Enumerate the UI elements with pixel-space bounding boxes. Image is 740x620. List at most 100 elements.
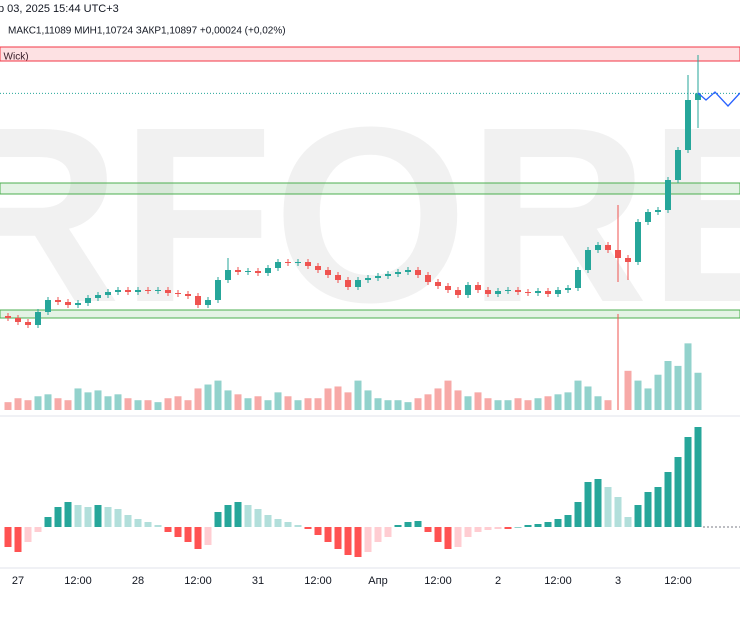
candle-body	[585, 250, 591, 270]
histogram-bar	[354, 527, 362, 557]
histogram-bar	[564, 515, 572, 527]
candle-body	[425, 275, 431, 282]
histogram-bar	[54, 507, 62, 527]
histogram-bar	[234, 502, 242, 527]
histogram-bar	[614, 497, 622, 527]
volume-bar	[124, 398, 132, 410]
volume-bar	[304, 398, 312, 410]
candle-body	[25, 322, 31, 325]
histogram-bar	[584, 482, 592, 527]
histogram-bar	[314, 527, 322, 535]
candle-body	[135, 290, 141, 292]
volume-bar	[234, 394, 242, 410]
volume-bar	[484, 398, 492, 410]
volume-bar	[84, 392, 92, 410]
candle-body	[275, 262, 281, 268]
volume-bar	[144, 400, 152, 410]
candle-body	[465, 285, 471, 295]
histogram-bar	[404, 522, 412, 527]
candle-body	[285, 262, 291, 263]
candle-body	[565, 288, 571, 290]
volume-bar	[694, 372, 702, 410]
candle-body	[405, 270, 411, 272]
x-tick-label: 12:00	[664, 575, 692, 587]
volume-bar	[514, 398, 522, 410]
volume-bar	[224, 390, 232, 410]
candle-body	[625, 258, 631, 262]
volume-bar	[414, 398, 422, 410]
histogram-bar	[544, 522, 552, 527]
x-tick-label: 28	[132, 575, 144, 587]
histogram-bar	[324, 527, 332, 542]
volume-bar	[94, 390, 102, 410]
volume-bar	[334, 386, 342, 410]
candle-body	[305, 262, 311, 266]
candle-body	[75, 303, 81, 305]
histogram-bar	[114, 509, 122, 527]
candle-body	[555, 290, 561, 294]
candle-body	[415, 270, 421, 275]
candle-body	[35, 312, 41, 325]
candle-body	[395, 272, 401, 274]
histogram-bar	[524, 525, 532, 527]
volume-bar	[24, 400, 32, 410]
candle-body	[445, 286, 451, 290]
histogram-bar	[414, 521, 422, 527]
candle-body	[15, 318, 21, 322]
volume-bar	[204, 384, 212, 410]
histogram-bar	[204, 527, 212, 545]
volume-bar	[674, 365, 682, 410]
candle-body	[355, 280, 361, 287]
volume-bar	[424, 394, 432, 410]
volume-bar	[104, 396, 112, 410]
histogram-bar	[184, 527, 192, 542]
volume-bar	[214, 380, 222, 410]
volume-bar	[434, 388, 442, 410]
volume-bar	[624, 370, 632, 410]
histogram-bar	[534, 524, 542, 527]
histogram-bar	[634, 505, 642, 527]
volume-bar	[4, 402, 12, 410]
histogram-bar	[34, 527, 42, 532]
histogram-bar	[244, 505, 252, 527]
histogram-bar	[174, 527, 182, 537]
histogram-bar	[144, 522, 152, 527]
x-tick-label: 12:00	[64, 575, 92, 587]
histogram-bar	[654, 487, 662, 527]
candle-body	[685, 100, 691, 150]
volume-bar	[264, 400, 272, 410]
x-tick-label: 12:00	[304, 575, 332, 587]
volume-bar	[64, 400, 72, 410]
candle-body	[5, 316, 11, 318]
candle-body	[435, 282, 441, 286]
volume-bar	[374, 398, 382, 410]
candle-body	[155, 290, 161, 291]
volume-bar	[454, 390, 462, 410]
indicator-text: , Wick)	[0, 52, 29, 63]
histogram-bar	[444, 527, 452, 549]
candle-body	[105, 292, 111, 295]
histogram-bar	[574, 502, 582, 527]
candle-body	[615, 250, 621, 258]
volume-bar	[554, 394, 562, 410]
volume-bar	[164, 398, 172, 410]
histogram-bar	[594, 479, 602, 527]
volume-bar	[464, 396, 472, 410]
candle-body	[485, 290, 491, 294]
candle-body	[595, 245, 601, 250]
candle-body	[205, 300, 211, 305]
volume-bar	[114, 394, 122, 410]
volume-bar	[394, 400, 402, 410]
candle-body	[45, 300, 51, 312]
histogram-bar	[604, 487, 612, 527]
volume-bar	[504, 400, 512, 410]
volume-bar	[284, 396, 292, 410]
zone	[0, 309, 740, 319]
volume-bar	[324, 388, 332, 410]
histogram-bar	[514, 527, 522, 528]
candle-body	[695, 93, 701, 100]
histogram-bar	[644, 492, 652, 527]
volume-bar	[617, 313, 619, 410]
candle-body	[85, 298, 91, 303]
candle-body	[495, 291, 501, 294]
